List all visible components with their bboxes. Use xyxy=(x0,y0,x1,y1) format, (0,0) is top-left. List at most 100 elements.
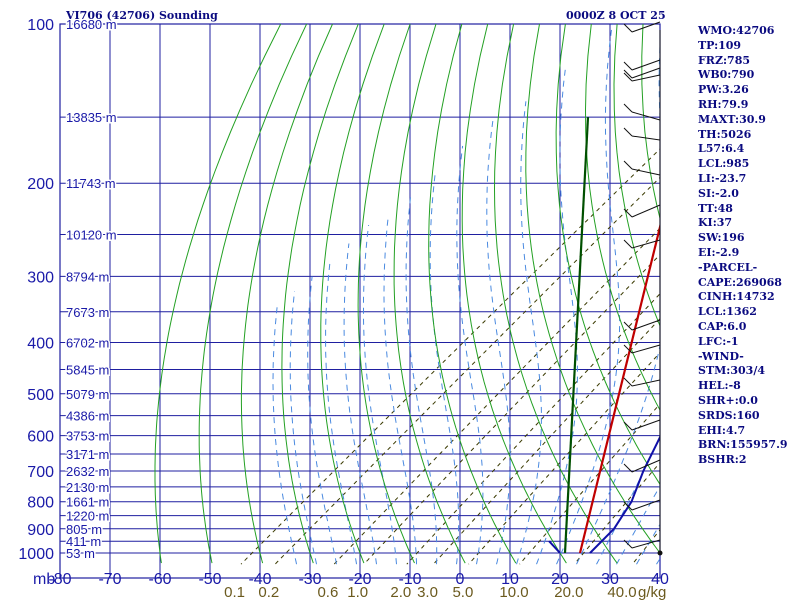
height-label: 5079 m xyxy=(66,387,109,402)
height-label: 16680 m xyxy=(66,17,117,32)
stat-line: -PARCEL- xyxy=(698,260,758,274)
stat-line: PW:3.26 xyxy=(698,83,749,97)
dry-adiabats xyxy=(154,24,660,564)
y-axis-unit: mb xyxy=(33,571,55,588)
wind-barb xyxy=(631,135,661,141)
height-label: 3753 m xyxy=(66,429,109,444)
moist-adiabats xyxy=(272,24,660,565)
temperature-tick-label: -30 xyxy=(298,571,321,588)
stat-line: HEL:-8 xyxy=(698,379,741,393)
pressure-tick-label: 900 xyxy=(27,522,54,539)
stat-line: CAP:6.0 xyxy=(698,319,747,333)
wind-barb xyxy=(631,459,661,473)
stat-line: SW:196 xyxy=(698,231,745,245)
pressure-tick-label: 300 xyxy=(27,269,54,286)
wind-barb xyxy=(631,319,661,331)
stat-line: CAPE:269068 xyxy=(698,275,782,289)
height-label: 11743 m xyxy=(66,176,116,191)
wind-barb xyxy=(631,419,661,431)
wind-barb-flag xyxy=(623,344,633,354)
dry-adiabat xyxy=(493,24,618,564)
temperature-tick-label: 40 xyxy=(651,571,669,588)
temperature-tick-label: -60 xyxy=(148,571,171,588)
mixing-ratio-line xyxy=(363,253,660,565)
height-label: 5845 m xyxy=(66,363,109,378)
mixing-ratio-label: 0.6 xyxy=(317,584,338,600)
wind-barb xyxy=(631,59,661,71)
moist-adiabat xyxy=(383,215,417,565)
height-label: 53 m xyxy=(66,546,95,561)
stat-line: SRDS:160 xyxy=(698,408,760,422)
wind-barb-flag xyxy=(623,539,633,549)
wind-barb-flag xyxy=(623,127,633,137)
mixing-ratio-line xyxy=(274,176,660,565)
mixing-ratio-line xyxy=(519,403,660,565)
wind-barbs xyxy=(623,21,663,556)
temperature-tick-label: -50 xyxy=(198,571,221,588)
mixing-ratio-label: 3.0 xyxy=(417,584,438,600)
wind-barb xyxy=(631,67,661,79)
temperature-tick-label: -10 xyxy=(398,571,421,588)
wind-barb xyxy=(631,344,661,354)
dry-adiabat xyxy=(428,24,517,564)
stat-line: LFC:-1 xyxy=(698,334,739,348)
stat-line: BRN:155957.9 xyxy=(698,438,788,452)
surface-wind-dot xyxy=(657,550,663,556)
plot-area xyxy=(154,24,660,565)
dry-adiabat xyxy=(461,24,567,564)
pressure-tick-label: 1000 xyxy=(18,546,54,563)
dry-adiabat xyxy=(357,24,415,564)
height-label: 13835 m xyxy=(66,110,117,125)
parcel-trace xyxy=(578,222,660,554)
moist-adiabat xyxy=(343,243,377,565)
dry-adiabat xyxy=(584,24,660,412)
dry-adiabat xyxy=(613,24,660,328)
stat-line: TP:109 xyxy=(698,38,742,52)
height-label: 411 m xyxy=(66,534,101,549)
dry-adiabat xyxy=(393,24,466,564)
height-label: 8794 m xyxy=(66,269,109,284)
height-label: 1220 m xyxy=(66,509,109,524)
dry-adiabat xyxy=(320,24,385,564)
moist-adiabat xyxy=(405,194,438,565)
moist-adiabat xyxy=(516,101,542,565)
mixing-ratio-label: 0.1 xyxy=(224,584,245,600)
wind-barb xyxy=(631,111,661,121)
wind-barb-flag xyxy=(623,61,633,71)
stat-line: FRZ:785 xyxy=(698,53,751,67)
height-label: 1661 m xyxy=(66,495,109,510)
stat-line: WMO:42706 xyxy=(698,24,775,37)
stat-line: TT:48 xyxy=(698,201,733,215)
wind-barb-flag xyxy=(623,377,633,387)
wind-barb-flag xyxy=(623,72,633,82)
dry-adiabat xyxy=(240,24,333,564)
stat-line: SHR+:0.0 xyxy=(698,393,758,407)
wind-barb-flag xyxy=(623,208,633,218)
pressure-tick-label: 400 xyxy=(27,335,54,352)
moist-adiabat xyxy=(307,276,337,565)
stat-line: MAXT:30.9 xyxy=(698,112,766,126)
wind-barb xyxy=(631,74,661,82)
wind-barb xyxy=(631,168,661,176)
stat-line: LCL:1362 xyxy=(698,305,757,319)
stats-panel: WMO:42706 TP:109 FRZ:785 WB0:790 PW:3.26 RH:7… xyxy=(698,24,798,468)
wind-barb-flag xyxy=(623,23,633,33)
dry-adiabat xyxy=(555,24,660,486)
dry-adiabat xyxy=(281,24,359,564)
dry-adiabat xyxy=(525,24,660,554)
wind-barb-flag xyxy=(623,160,633,170)
stat-line: LI:-23.7 xyxy=(698,171,747,185)
stat-line: EHI:4.7 xyxy=(698,423,746,437)
temperature-tick-label: 20 xyxy=(551,571,569,588)
stat-line: KI:37 xyxy=(698,216,733,230)
temperature-tick-label: 0 xyxy=(456,571,465,588)
pressure-tick-label: 600 xyxy=(27,429,54,446)
moist-adiabat xyxy=(486,117,511,565)
stat-line: WB0:790 xyxy=(698,68,755,82)
mixing-ratio-unit: g/kg xyxy=(638,584,666,600)
mixing-ratio-label: 0.2 xyxy=(258,584,279,600)
stat-line: LCL:985 xyxy=(698,157,750,171)
height-label: 2130 m xyxy=(66,480,109,495)
